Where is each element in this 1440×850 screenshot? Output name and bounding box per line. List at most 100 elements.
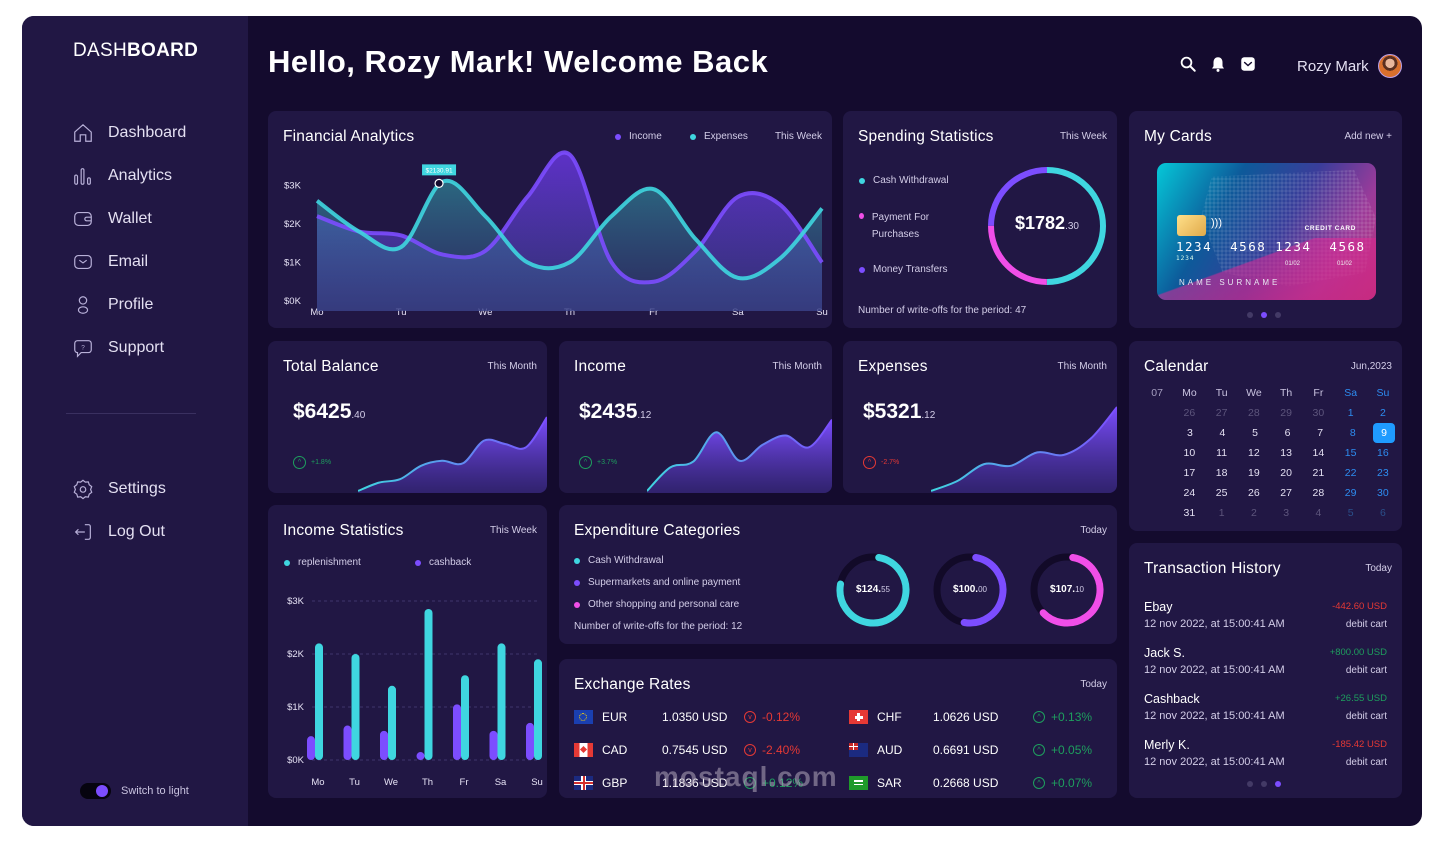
sidebar-item-logout[interactable]: Log Out: [72, 510, 166, 553]
calendar-day[interactable]: 13: [1280, 447, 1292, 459]
calendar-day[interactable]: 25: [1215, 487, 1228, 499]
calendar-day[interactable]: 26: [1183, 407, 1196, 419]
calendar-day-selected[interactable]: 9: [1373, 423, 1396, 443]
calendar-day[interactable]: 7: [1317, 427, 1324, 439]
legend-expenses: Expenses: [690, 131, 748, 142]
exchange-row-chf[interactable]: CHF 1.0626 USD ^ +0.13%: [849, 709, 1109, 725]
calendar-day[interactable]: 3: [1186, 427, 1193, 439]
calendar-day[interactable]: 12: [1248, 447, 1260, 459]
period-selector[interactable]: Today: [1080, 525, 1107, 536]
theme-switch[interactable]: Switch to light: [80, 783, 189, 799]
calendar-day[interactable]: 21: [1312, 467, 1325, 479]
exchange-row-gbp[interactable]: GBP 1.1836 USD ^ +0.12%: [574, 775, 834, 791]
calendar-day[interactable]: 8: [1349, 427, 1356, 439]
theme-toggle[interactable]: [80, 783, 111, 799]
sidebar-item-analytics[interactable]: Analytics: [72, 154, 186, 197]
pager-dot[interactable]: [1275, 312, 1281, 318]
calendar-day[interactable]: 5: [1252, 427, 1258, 439]
sidebar-item-wallet[interactable]: Wallet: [72, 197, 186, 240]
pager-dot-active[interactable]: [1261, 312, 1267, 318]
calendar-day[interactable]: 28: [1248, 407, 1260, 419]
card-expires: 01/02: [1337, 261, 1353, 267]
calendar-day[interactable]: 4: [1219, 427, 1226, 439]
sidebar-item-profile[interactable]: Profile: [72, 283, 186, 326]
calendar-day[interactable]: 19: [1248, 467, 1260, 479]
period-selector[interactable]: Today: [1365, 563, 1392, 574]
transaction-item[interactable]: Ebay 12 nov 2022, at 15:00:41 AM -442.60…: [1144, 600, 1392, 630]
calendar-day[interactable]: 24: [1183, 487, 1196, 499]
calendar-day[interactable]: 10: [1183, 447, 1196, 459]
calendar-day[interactable]: 5: [1347, 507, 1354, 519]
card-number-small: 1234: [1176, 255, 1195, 262]
calendar-day[interactable]: 29: [1280, 407, 1292, 419]
calendar-day[interactable]: 1: [1218, 507, 1225, 519]
transaction-item[interactable]: Cashback 12 nov 2022, at 15:00:41 AM +26…: [1144, 692, 1392, 722]
calendar-day[interactable]: 30: [1312, 407, 1325, 419]
exchange-row-cad[interactable]: CAD 0.7545 USD v -2.40%: [574, 742, 834, 758]
x-tick-label: Mo: [310, 307, 323, 318]
calendar-day[interactable]: 31: [1183, 507, 1196, 519]
calendar-day[interactable]: 14: [1312, 447, 1325, 459]
currency-change: +0.12%: [762, 776, 804, 790]
period-selector[interactable]: This Week: [1059, 131, 1107, 142]
calendar-day[interactable]: 26: [1248, 487, 1260, 499]
calendar-day[interactable]: 27: [1215, 407, 1228, 419]
calendar-day[interactable]: 2: [1379, 407, 1386, 419]
card-holder: NAME SURNAME: [1179, 278, 1281, 287]
exchange-row-eur[interactable]: EUR 1.0350 USD v -0.12%: [574, 709, 834, 725]
calendar-day[interactable]: 16: [1377, 447, 1389, 459]
legend-cash-withdrawal: Cash Withdrawal: [574, 555, 664, 566]
mail-icon[interactable]: [1239, 55, 1257, 73]
calendar-day[interactable]: 2: [1250, 507, 1257, 519]
bell-icon[interactable]: [1209, 55, 1227, 73]
period-selector[interactable]: This Month: [487, 361, 537, 372]
credit-card[interactable]: ))) CREDIT CARD 1234 4568 1234 4568 1234…: [1157, 163, 1376, 300]
y-tick-label: $0K: [287, 755, 305, 766]
calendar-day[interactable]: 1: [1347, 407, 1354, 419]
period-selector[interactable]: This Week: [489, 525, 537, 536]
calendar-day[interactable]: 29: [1344, 487, 1357, 499]
calendar-day[interactable]: 6: [1379, 507, 1386, 519]
transaction-item[interactable]: Merly K. 12 nov 2022, at 15:00:41 AM -18…: [1144, 738, 1392, 768]
search-icon[interactable]: [1179, 55, 1197, 73]
sidebar-item-support[interactable]: ? Support: [72, 326, 186, 369]
pager-dot[interactable]: [1247, 781, 1253, 787]
sidebar-item-settings[interactable]: Settings: [72, 467, 166, 510]
add-card-button[interactable]: Add new +: [1344, 131, 1392, 142]
calendar-day[interactable]: 30: [1377, 487, 1389, 499]
calendar-day[interactable]: 27: [1280, 487, 1292, 499]
calendar-day[interactable]: 4: [1315, 507, 1322, 519]
calendar-day[interactable]: 28: [1312, 487, 1325, 499]
card-valid-from: 01/02: [1285, 261, 1301, 267]
calendar-day[interactable]: 17: [1183, 467, 1196, 479]
transaction-item[interactable]: Jack S. 12 nov 2022, at 15:00:41 AM +800…: [1144, 646, 1392, 676]
sidebar-item-email[interactable]: Email: [72, 240, 186, 283]
calendar-day[interactable]: 23: [1377, 467, 1389, 479]
x-tick-label: Sa: [732, 307, 744, 318]
pager-dot[interactable]: [1261, 781, 1267, 787]
calendar-day[interactable]: 20: [1280, 467, 1292, 479]
calendar-day[interactable]: 22: [1344, 467, 1357, 479]
calendar-day[interactable]: 3: [1283, 507, 1290, 519]
flag-eur-icon: [574, 710, 593, 724]
period-selector[interactable]: This Month: [1057, 361, 1107, 372]
transaction-name: Merly K.: [1144, 738, 1190, 752]
calendar-day[interactable]: 15: [1344, 447, 1357, 459]
exchange-row-aud[interactable]: AUD 0.6691 USD ^ +0.05%: [849, 742, 1109, 758]
period-selector[interactable]: Today: [1080, 679, 1107, 690]
period-selector[interactable]: This Week: [774, 131, 822, 142]
calendar-day[interactable]: 18: [1215, 467, 1228, 479]
calendar-day[interactable]: 11: [1216, 447, 1228, 459]
pager-dot[interactable]: [1247, 312, 1253, 318]
user-menu[interactable]: Rozy Mark: [1297, 54, 1402, 78]
legend-dot: [859, 213, 864, 219]
avatar[interactable]: [1377, 54, 1402, 78]
pager-dot-active[interactable]: [1275, 781, 1281, 787]
period-selector[interactable]: This Month: [772, 361, 822, 372]
transaction-date: 12 nov 2022, at 15:00:41 AM: [1144, 618, 1285, 630]
sidebar-item-dashboard[interactable]: Dashboard: [72, 111, 186, 154]
calendar-day[interactable]: 6: [1284, 427, 1291, 439]
contactless-icon: ))): [1211, 217, 1222, 229]
exchange-row-sar[interactable]: SAR 0.2668 USD ^ +0.07%: [849, 775, 1109, 791]
calendar-month[interactable]: Jun,2023: [1350, 361, 1392, 372]
